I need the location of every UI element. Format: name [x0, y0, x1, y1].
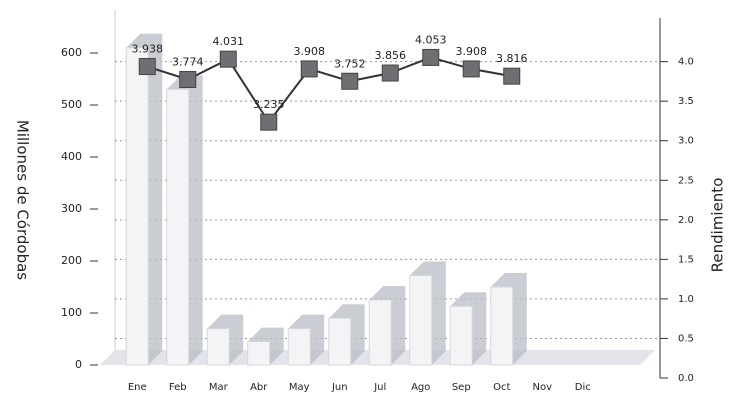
x-tick-label: Dic: [575, 382, 591, 393]
data-label: 3.938: [132, 43, 164, 56]
bar-shadow: [369, 286, 406, 365]
bar-shadow: [288, 314, 325, 365]
bar-shadow: [247, 327, 284, 365]
y-tick-label: 500: [61, 98, 82, 111]
bar: [166, 88, 190, 366]
line-marker: [462, 60, 480, 78]
data-label: 3.235: [253, 98, 285, 111]
data-label: 3.908: [456, 45, 488, 58]
line: [146, 56, 512, 124]
x-tick-label: Nov: [532, 382, 552, 393]
y2-tick-label: 0.5: [678, 333, 694, 344]
bar-shadow: [166, 75, 203, 366]
data-label: 3.816: [496, 52, 528, 65]
y2-tick-label: 3.5: [678, 96, 694, 107]
bar: [409, 275, 433, 366]
bar: [449, 305, 473, 366]
y-tick-label: 600: [61, 46, 82, 59]
y2-tick-label: 2.5: [678, 175, 694, 186]
x-tick-label: Sep: [452, 382, 471, 393]
bar-shadow: [126, 33, 163, 366]
data-label: 4.053: [415, 33, 447, 46]
data-label: 3.856: [375, 49, 407, 62]
bar: [368, 299, 392, 366]
y2-tick-label: 0.0: [678, 373, 694, 384]
bar: [206, 328, 230, 366]
bar-shadow: [490, 273, 527, 365]
y2-tick-label: 1.0: [678, 294, 694, 305]
x-tick-label: Jun: [331, 382, 348, 393]
line-marker: [381, 64, 399, 82]
bar-shadow: [328, 304, 365, 365]
y2-tick-label: 4.0: [678, 57, 694, 68]
y-tick-label: 200: [61, 254, 82, 267]
data-label: 3.908: [294, 45, 326, 58]
line-marker: [422, 48, 440, 66]
data-label: 3.752: [334, 57, 366, 70]
y2-axis-label: Rendimiento: [709, 178, 727, 273]
x-tick-label: Abr: [250, 382, 268, 393]
line-marker: [138, 58, 156, 76]
y2-tick-label: 3.0: [678, 136, 694, 147]
x-tick-label: May: [289, 382, 310, 393]
bar-shadow: [207, 314, 244, 365]
y2-tick-label: 1.5: [678, 254, 694, 265]
bar-shadow: [409, 261, 446, 365]
line-marker: [341, 72, 359, 90]
line-marker: [503, 67, 521, 85]
bar: [490, 286, 514, 366]
x-tick-label: Ene: [128, 382, 147, 393]
y-tick-label: 400: [61, 150, 82, 163]
bar: [125, 47, 149, 366]
line-marker: [300, 60, 318, 78]
x-tick-label: Feb: [169, 382, 187, 393]
bar-shadow: [450, 292, 487, 365]
x-tick-label: Oct: [493, 382, 510, 393]
y-tick-label: 100: [61, 306, 82, 319]
x-tick-label: Jul: [373, 382, 386, 393]
data-label: 3.774: [172, 56, 204, 69]
line-marker: [260, 113, 278, 131]
x-tick-label: Ago: [411, 382, 430, 393]
bar: [287, 328, 311, 366]
data-label: 4.031: [213, 35, 245, 48]
y-axis-label: Millones de Córdobas: [14, 120, 32, 280]
y2-tick-label: 2.0: [678, 215, 694, 226]
line-marker: [219, 50, 237, 68]
bar: [247, 341, 271, 366]
x-tick-label: Mar: [209, 382, 229, 393]
line-marker: [179, 71, 197, 89]
y-tick-label: 0: [75, 358, 82, 371]
bar: [328, 317, 352, 366]
y-tick-label: 300: [61, 202, 82, 215]
